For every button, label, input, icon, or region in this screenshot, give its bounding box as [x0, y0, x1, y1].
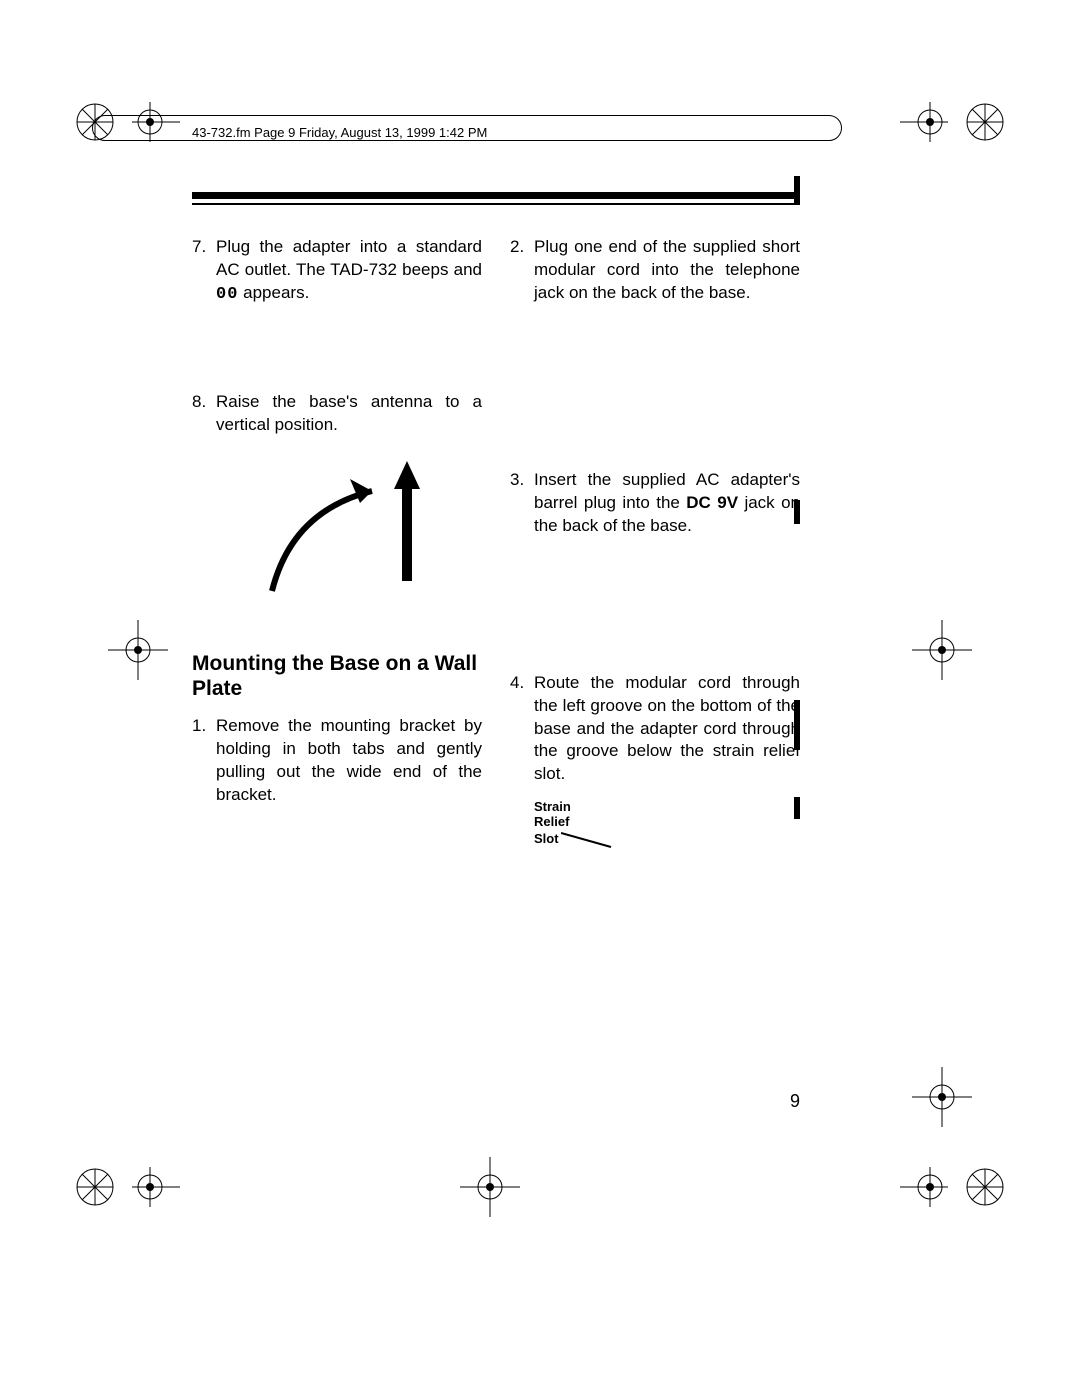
step-7-num: 7.	[192, 236, 216, 307]
step-8-text: Raise the base's antenna to a vertical p…	[216, 391, 482, 437]
crop-mark-mid-right	[912, 620, 972, 680]
step-1-num: 1.	[192, 715, 216, 807]
step-7-text-c: appears.	[238, 283, 309, 302]
step-7-text-b: 00	[216, 285, 238, 304]
step-3: 3. Insert the supplied AC adapter's barr…	[510, 469, 800, 538]
crop-mark-mid-left	[108, 620, 168, 680]
step-2-num: 2.	[510, 236, 534, 305]
strain-relief-label: Strain Relief Slot	[534, 800, 800, 849]
strain-label-1: Strain	[534, 800, 800, 814]
step-3-num: 3.	[510, 469, 534, 538]
step-1: 1. Remove the mounting bracket by holdin…	[192, 715, 482, 807]
rule-thin	[192, 203, 800, 205]
side-bar-1	[794, 176, 800, 204]
content-area: 7. Plug the adapter into a standard AC o…	[192, 236, 800, 849]
crop-mark-top-right	[900, 92, 1010, 152]
step-4-text: Route the modular cord through the left …	[534, 672, 800, 787]
crop-mark-bottom-left	[70, 1157, 180, 1217]
step-7: 7. Plug the adapter into a standard AC o…	[192, 236, 482, 307]
right-column: 2. Plug one end of the supplied short mo…	[510, 236, 800, 849]
crop-mark-number-right	[912, 1067, 972, 1127]
step-4: 4. Route the modular cord through the le…	[510, 672, 800, 787]
antenna-diagram	[232, 451, 482, 611]
rule-thick	[192, 192, 800, 199]
page-number: 9	[790, 1091, 800, 1112]
header-filename: 43-732.fm Page 9 Friday, August 13, 1999…	[192, 125, 487, 140]
strain-label-3: Slot	[534, 832, 559, 846]
step-2-text: Plug one end of the supplied short modul…	[534, 236, 800, 305]
step-8: 8. Raise the base's antenna to a vertica…	[192, 391, 482, 437]
page-container: 43-732.fm Page 9 Friday, August 13, 1999…	[0, 0, 1080, 1397]
step-3-text-b: DC 9V	[686, 493, 738, 512]
left-column: 7. Plug the adapter into a standard AC o…	[192, 236, 482, 849]
strain-arrow-icon	[561, 829, 621, 849]
crop-mark-bottom-center	[460, 1157, 520, 1217]
step-4-num: 4.	[510, 672, 534, 787]
step-2: 2. Plug one end of the supplied short mo…	[510, 236, 800, 305]
step-8-num: 8.	[192, 391, 216, 437]
strain-label-2: Relief	[534, 815, 800, 829]
step-7-text-a: Plug the adapter into a standard AC outl…	[216, 237, 482, 279]
section-heading: Mounting the Base on a Wall Plate	[192, 651, 482, 701]
step-1-text: Remove the mounting bracket by holding i…	[216, 715, 482, 807]
crop-mark-bottom-right	[900, 1157, 1010, 1217]
